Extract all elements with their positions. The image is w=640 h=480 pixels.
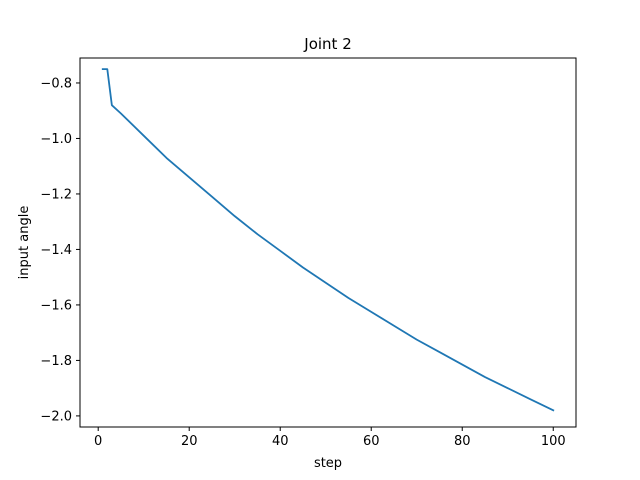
x-tick-label: 0 (94, 434, 102, 449)
x-axis-label: step (314, 456, 342, 471)
plot-area (80, 58, 576, 427)
y-tick-label: −2.0 (40, 409, 72, 424)
x-tick-label: 100 (541, 434, 566, 449)
x-tick-label: 60 (363, 434, 380, 449)
y-tick-label: −1.6 (40, 298, 72, 313)
plot-frame (79, 57, 577, 428)
y-axis-ticks: −0.8 −1.0 −1.2 −1.4 −1.6 −1.8 −2.0 (40, 76, 80, 424)
y-tick-label: −1.4 (40, 243, 72, 258)
chart-title: Joint 2 (303, 35, 351, 53)
series-layer (101, 68, 555, 412)
series-line (101, 68, 555, 412)
y-tick-label: −1.8 (40, 354, 72, 369)
x-tick-label: 20 (181, 434, 198, 449)
y-tick-label: −1.2 (40, 187, 72, 202)
x-tick-label: 40 (272, 434, 289, 449)
x-axis-ticks: 0 20 40 60 80 100 (94, 427, 566, 449)
x-tick-label: 80 (454, 434, 471, 449)
y-tick-label: −0.8 (40, 76, 72, 91)
y-axis-label: input angle (17, 206, 32, 280)
y-tick-label: −1.0 (40, 132, 72, 147)
